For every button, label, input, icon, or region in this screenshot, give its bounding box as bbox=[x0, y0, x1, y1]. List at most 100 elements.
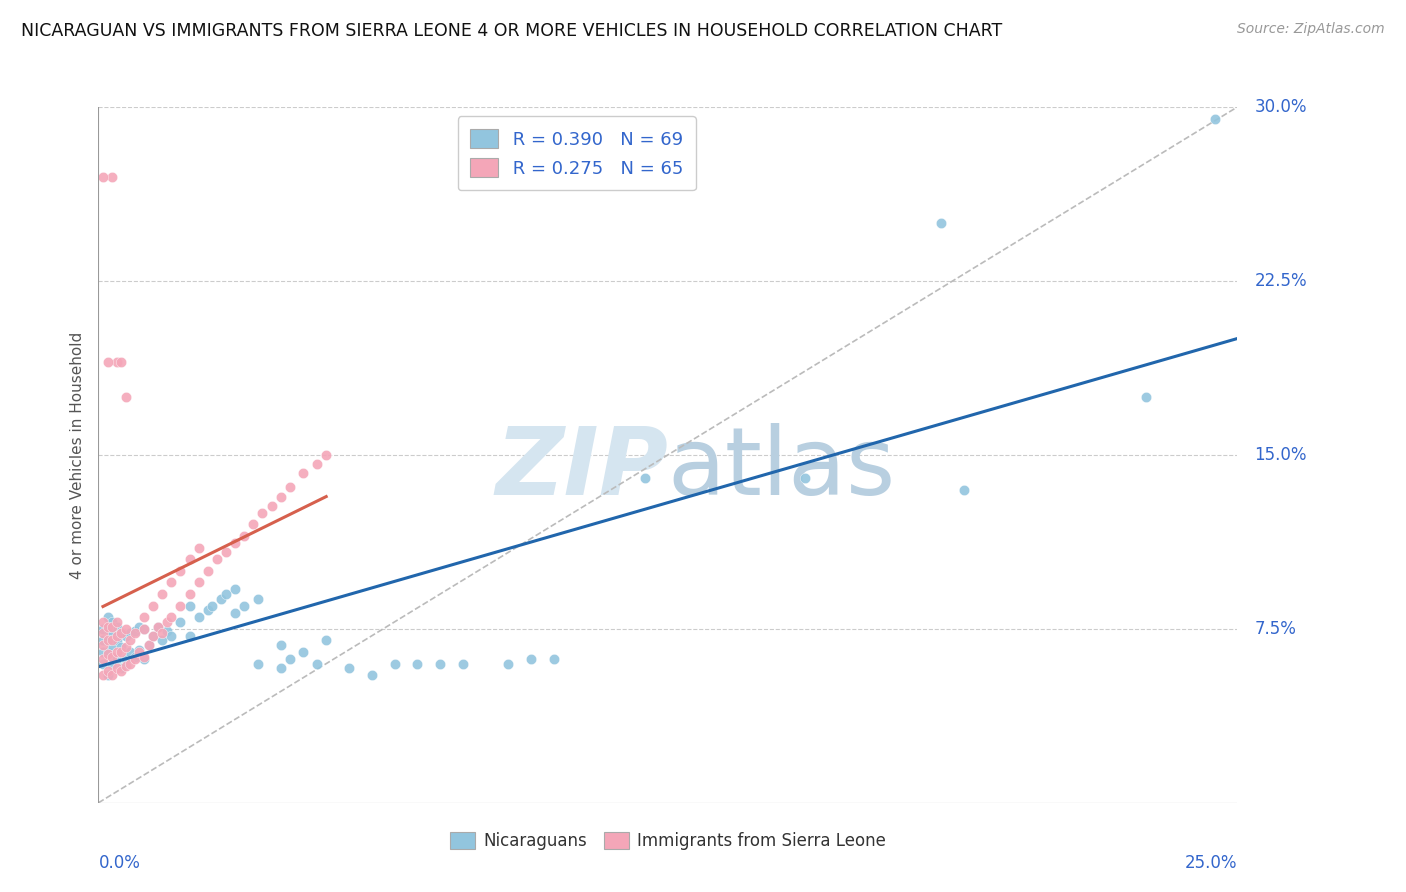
Point bbox=[101, 615, 124, 629]
Point bbox=[278, 480, 301, 494]
Text: Source: ZipAtlas.com: Source: ZipAtlas.com bbox=[1237, 22, 1385, 37]
Point bbox=[307, 657, 329, 671]
Point bbox=[120, 633, 142, 648]
Point bbox=[953, 483, 976, 497]
Point bbox=[179, 552, 201, 566]
Point bbox=[246, 657, 269, 671]
Point bbox=[337, 661, 360, 675]
Point bbox=[105, 645, 128, 659]
Point bbox=[101, 633, 124, 648]
Point bbox=[150, 626, 173, 640]
Point bbox=[96, 355, 118, 369]
Point bbox=[156, 615, 179, 629]
Point bbox=[96, 610, 118, 624]
Point bbox=[360, 668, 382, 682]
Point bbox=[110, 640, 132, 655]
Text: 30.0%: 30.0% bbox=[1254, 98, 1306, 116]
Point bbox=[132, 622, 155, 636]
Point bbox=[142, 629, 165, 643]
Point bbox=[91, 645, 114, 659]
Point bbox=[110, 626, 132, 640]
Text: 15.0%: 15.0% bbox=[1254, 446, 1306, 464]
Point bbox=[156, 624, 179, 639]
Point bbox=[406, 657, 429, 671]
Point bbox=[128, 642, 150, 657]
Point bbox=[132, 622, 155, 636]
Point bbox=[101, 169, 124, 184]
Point bbox=[252, 506, 274, 520]
Point bbox=[142, 629, 165, 643]
Point bbox=[793, 471, 815, 485]
Point bbox=[233, 599, 256, 613]
Point bbox=[179, 587, 201, 601]
Point bbox=[120, 657, 142, 671]
Point bbox=[96, 622, 118, 636]
Point bbox=[205, 552, 228, 566]
Point bbox=[96, 668, 118, 682]
Point bbox=[91, 657, 114, 671]
Point bbox=[96, 648, 118, 662]
Point bbox=[224, 582, 246, 597]
Text: 25.0%: 25.0% bbox=[1185, 854, 1237, 871]
Point bbox=[224, 606, 246, 620]
Point bbox=[150, 633, 173, 648]
Point bbox=[132, 610, 155, 624]
Point bbox=[114, 629, 136, 643]
Point bbox=[270, 490, 292, 504]
Point bbox=[105, 619, 128, 633]
Point bbox=[105, 652, 128, 666]
Point bbox=[246, 591, 269, 606]
Point bbox=[201, 599, 224, 613]
Point bbox=[270, 638, 292, 652]
Point bbox=[132, 649, 155, 664]
Point bbox=[1204, 112, 1226, 126]
Point bbox=[429, 657, 451, 671]
Point bbox=[384, 657, 406, 671]
Point bbox=[101, 626, 124, 640]
Point bbox=[128, 619, 150, 633]
Point bbox=[138, 638, 160, 652]
Point bbox=[160, 575, 183, 590]
Point bbox=[96, 664, 118, 678]
Point bbox=[160, 610, 183, 624]
Point bbox=[138, 638, 160, 652]
Point bbox=[114, 659, 136, 673]
Point bbox=[146, 619, 169, 633]
Point bbox=[105, 629, 128, 643]
Point bbox=[114, 652, 136, 666]
Point bbox=[209, 591, 232, 606]
Point bbox=[315, 633, 337, 648]
Point bbox=[120, 645, 142, 659]
Point bbox=[160, 629, 183, 643]
Point bbox=[146, 619, 169, 633]
Point bbox=[197, 564, 219, 578]
Point bbox=[96, 645, 118, 659]
Point bbox=[215, 587, 238, 601]
Text: 7.5%: 7.5% bbox=[1254, 620, 1296, 638]
Point bbox=[242, 517, 264, 532]
Point bbox=[120, 626, 142, 640]
Legend: Nicaraguans, Immigrants from Sierra Leone: Nicaraguans, Immigrants from Sierra Leon… bbox=[443, 826, 893, 857]
Point bbox=[128, 645, 150, 659]
Y-axis label: 4 or more Vehicles in Household: 4 or more Vehicles in Household bbox=[69, 331, 84, 579]
Point bbox=[929, 216, 952, 230]
Point bbox=[179, 599, 201, 613]
Point bbox=[110, 664, 132, 678]
Point bbox=[543, 652, 565, 666]
Text: NICARAGUAN VS IMMIGRANTS FROM SIERRA LEONE 4 OR MORE VEHICLES IN HOUSEHOLD CORRE: NICARAGUAN VS IMMIGRANTS FROM SIERRA LEO… bbox=[21, 22, 1002, 40]
Point bbox=[187, 541, 209, 555]
Point bbox=[91, 626, 114, 640]
Point bbox=[278, 652, 301, 666]
Point bbox=[224, 536, 246, 550]
Point bbox=[101, 619, 124, 633]
Point bbox=[179, 629, 201, 643]
Point bbox=[96, 633, 118, 648]
Point bbox=[91, 615, 114, 629]
Point bbox=[91, 638, 114, 652]
Point bbox=[187, 575, 209, 590]
Point bbox=[114, 622, 136, 636]
Point bbox=[197, 603, 219, 617]
Point bbox=[169, 615, 191, 629]
Point bbox=[270, 661, 292, 675]
Point bbox=[292, 467, 315, 481]
